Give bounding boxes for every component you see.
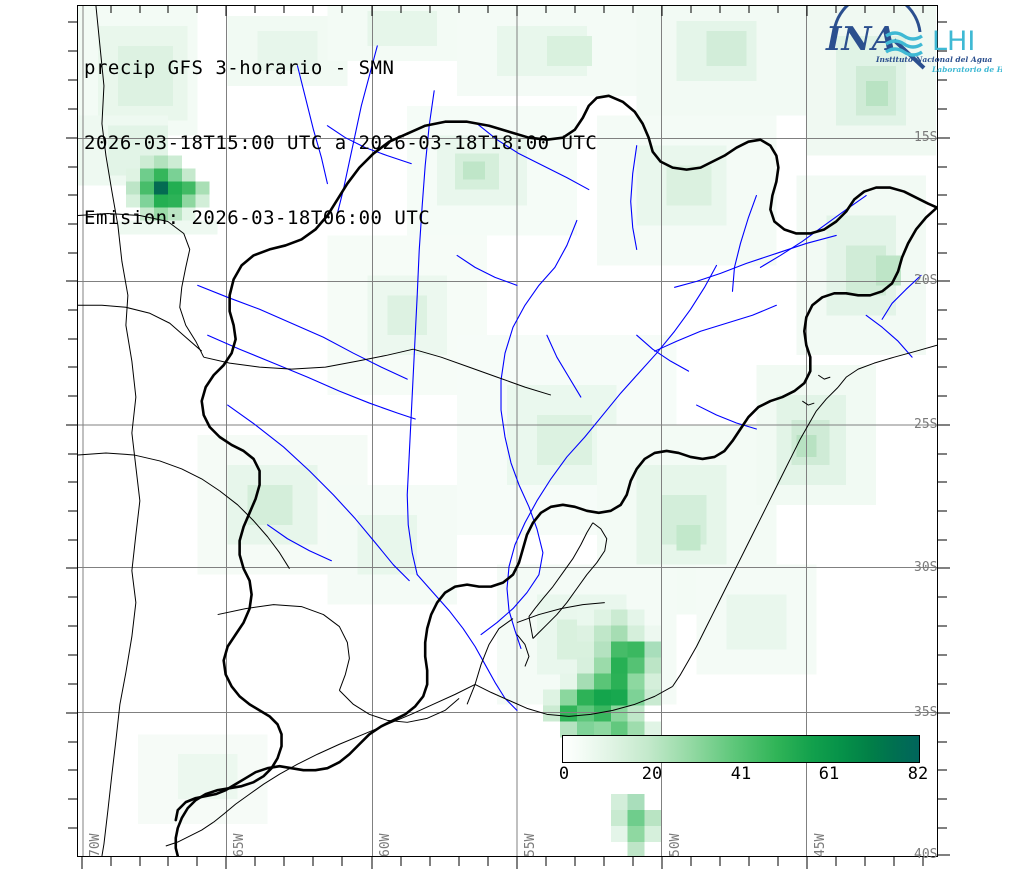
lat-label-25s: 25S: [914, 417, 938, 432]
lon-label-45w: 45W: [813, 833, 828, 857]
logo-caption-2: Laboratorio de Hidrologia: [931, 65, 1002, 74]
logo-graphic: INA LHI Instituto Nacional del Agua Labo…: [825, 6, 1002, 74]
precipitation-field: [78, 6, 937, 856]
colorbar-gradient: [562, 735, 920, 763]
logo-arc: [832, 6, 922, 43]
coastline: [165, 344, 937, 847]
lon-label-50w: 50W: [668, 833, 683, 857]
colorbar-ticks: 0 20 41 61 82: [558, 764, 928, 786]
logo-ina-text: INA: [825, 19, 897, 58]
country-borders: [78, 6, 605, 856]
basin-boundary: [174, 94, 937, 856]
river-network: [197, 45, 922, 711]
lat-label-30s: 30S: [914, 560, 938, 575]
colorbar[interactable]: 0 20 41 61 82: [558, 735, 928, 786]
map-canvas: [78, 6, 937, 856]
map-plot-area[interactable]: [77, 5, 938, 857]
lon-label-60w: 60W: [378, 833, 393, 857]
lat-label-35s: 35S: [914, 705, 938, 720]
lon-label-55w: 55W: [523, 833, 538, 857]
lat-label-15s: 15S: [914, 130, 938, 145]
title-line-1: precip GFS 3-horario - SMN: [84, 57, 395, 79]
colorbar-tick-41: 41: [730, 764, 752, 784]
lat-label-20s: 20S: [914, 273, 938, 288]
logo-wave-2: [885, 39, 923, 49]
map-title-block: precip GFS 3-horario - SMN 2026-03-18T15…: [84, 6, 597, 281]
lon-label-70w: 70W: [88, 833, 103, 857]
lon-label-65w: 65W: [232, 833, 247, 857]
lat-label-40s: 40S: [914, 847, 938, 862]
colorbar-tick-61: 61: [818, 764, 840, 784]
logo-wave-3: [885, 47, 923, 57]
logo-caption-1: Instituto Nacional del Agua: [875, 55, 992, 64]
map-gridlines: [78, 6, 937, 856]
ina-lhi-logo: INA LHI Instituto Nacional del Agua Labo…: [812, 6, 1002, 74]
logo-wave-1: [885, 31, 923, 41]
colorbar-tick-82: 82: [907, 764, 929, 784]
title-line-3: Emision: 2026-03-18T06:00 UTC: [84, 207, 431, 229]
logo-lhi-text: LHI: [932, 26, 975, 57]
colorbar-tick-20: 20: [641, 764, 663, 784]
title-line-2: 2026-03-18T15:00 UTC a 2026-03-18T18:00 …: [84, 132, 598, 154]
colorbar-tick-0: 0: [558, 764, 570, 784]
